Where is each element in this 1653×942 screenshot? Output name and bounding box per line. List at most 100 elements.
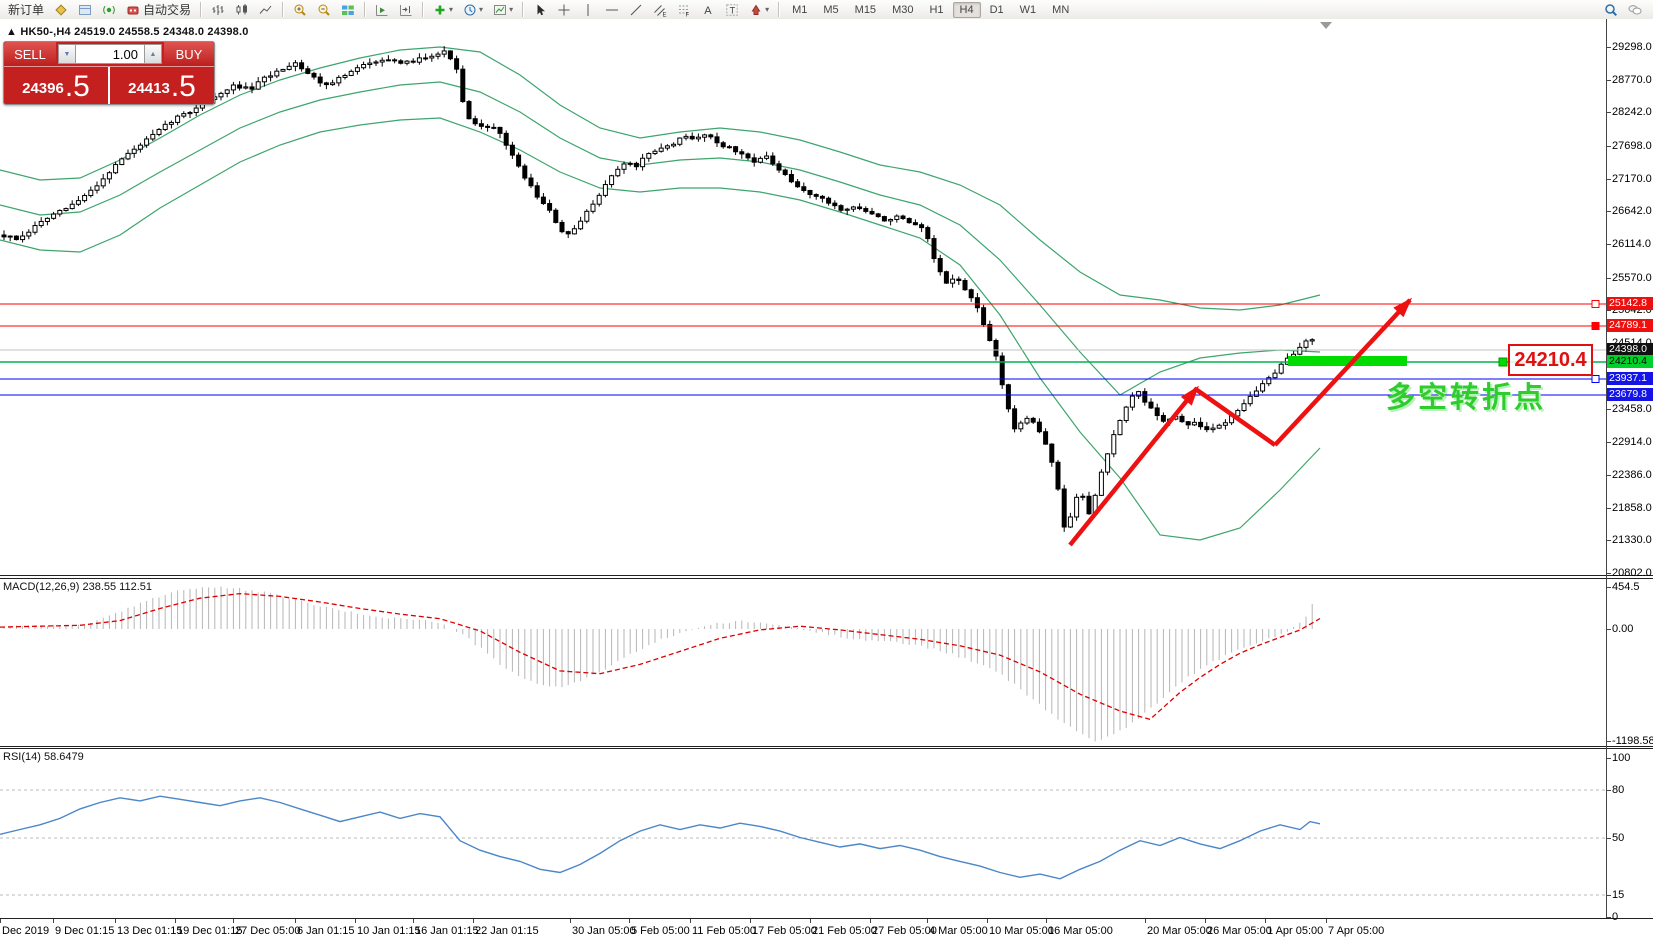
time-tick (233, 919, 234, 923)
time-tick (413, 919, 414, 923)
axis-tick (1606, 80, 1611, 81)
price-tick-label: 27698.0 (1612, 140, 1652, 152)
arrows-icon[interactable]: ▾ (745, 0, 773, 19)
fibonacci-icon[interactable]: F (673, 0, 695, 19)
auto-scroll-icon[interactable] (371, 0, 393, 19)
panel-resize-handle[interactable] (0, 575, 1653, 576)
support-zone[interactable] (1288, 356, 1407, 366)
trend-arrow[interactable] (1068, 386, 1199, 547)
price-level-annotation[interactable]: 24210.4 (1508, 344, 1593, 376)
chart-shift-icon[interactable] (395, 0, 417, 19)
market-depth-icon[interactable] (50, 0, 72, 19)
timeframe-m30[interactable]: M30 (892, 3, 914, 16)
fibonacci-icon: F (677, 3, 691, 17)
market-depth-icon (54, 3, 68, 17)
horizontal-line-icon[interactable] (601, 0, 623, 19)
chevron-down-icon[interactable]: ▾ (765, 5, 770, 14)
price-tag: 25142.8 (1607, 297, 1653, 310)
panel-resize-handle[interactable] (0, 578, 1653, 579)
trendline-icon (629, 3, 643, 17)
crosshair-icon[interactable] (553, 0, 575, 19)
axis-tick (1606, 838, 1611, 839)
chevron-down-icon[interactable]: ▾ (479, 5, 484, 14)
buy-price[interactable]: 24413 .5 (128, 70, 196, 103)
price-tick-label: 29298.0 (1612, 41, 1652, 53)
time-tick (295, 919, 296, 923)
text-icon[interactable]: A (697, 0, 719, 19)
rsi-tick-label: 0 (1612, 911, 1619, 923)
timeframe-d1[interactable]: D1 (989, 3, 1004, 16)
cursor-icon[interactable] (529, 0, 551, 19)
arrows-icon (749, 3, 763, 17)
volume-input[interactable]: 1.00 (76, 44, 144, 64)
periods-icon[interactable]: ▾ (459, 0, 487, 19)
time-tick (355, 919, 356, 923)
time-label: Dec 2019 (2, 925, 50, 937)
signals-icon[interactable] (98, 0, 120, 19)
templates-icon[interactable]: ▾ (489, 0, 517, 19)
buy-button[interactable]: BUY (164, 42, 214, 66)
panel-resize-handle[interactable] (0, 746, 1653, 747)
axis-tick (1606, 278, 1611, 279)
trend-arrow[interactable] (1195, 388, 1277, 447)
time-tick (0, 919, 1, 923)
zoom-out-icon[interactable] (313, 0, 335, 19)
time-label: 1 Apr 05:00 (1267, 925, 1324, 937)
time-tick (115, 919, 116, 923)
axis-tick (1606, 758, 1611, 759)
chevron-down-icon[interactable]: ▾ (449, 5, 454, 14)
time-label: 16 Mar 05:00 (1048, 925, 1113, 937)
timeframe-m15[interactable]: M15 (854, 3, 877, 16)
new-order-button[interactable]: 新订单 (1, 0, 48, 19)
sell-button[interactable]: SELL (4, 42, 56, 66)
chart-shift-marker[interactable] (1320, 22, 1332, 29)
rsi-panel[interactable] (0, 750, 1606, 919)
volume-up-button[interactable]: ▲ (144, 44, 162, 64)
volume-down-button[interactable]: ▼ (58, 44, 76, 64)
axis-tick (1606, 47, 1611, 48)
axis-tick (1606, 917, 1611, 918)
data-window-icon[interactable] (74, 0, 96, 19)
timeframe-m5[interactable]: M5 (823, 3, 839, 16)
trendline-icon[interactable] (625, 0, 647, 19)
search-icon[interactable] (1600, 0, 1622, 19)
line-chart-icon[interactable] (255, 0, 277, 19)
price-tick-label: 28770.0 (1612, 74, 1652, 86)
bollinger-middle (0, 81, 1321, 396)
svg-text:E: E (663, 12, 667, 17)
timeframe-mn[interactable]: MN (1052, 3, 1070, 16)
timeframe-w1[interactable]: W1 (1019, 3, 1037, 16)
time-axis[interactable]: Dec 2019 9 Dec 01:15 13 Dec 01:15 19 Dec 01… (0, 918, 1653, 942)
candlestick-chart-icon[interactable] (231, 0, 253, 19)
macd-panel[interactable] (0, 579, 1606, 746)
zoom-in-icon[interactable] (289, 0, 311, 19)
equidistant-channel-icon: E (653, 3, 667, 17)
chat-icon[interactable] (1624, 0, 1646, 19)
timeframe-h1[interactable]: H1 (929, 3, 944, 16)
panel-resize-handle[interactable] (0, 748, 1653, 749)
text-label-icon[interactable]: T (721, 0, 743, 19)
time-tick (1145, 919, 1146, 923)
vertical-line-icon[interactable] (577, 0, 599, 19)
panel-collapse-icon[interactable]: ▲ (6, 26, 18, 38)
timeframe-h4[interactable]: H4 (952, 1, 981, 18)
main-chart[interactable] (0, 19, 1606, 579)
chevron-down-icon[interactable]: ▾ (509, 5, 514, 14)
sell-price[interactable]: 24396 .5 (4, 67, 110, 104)
add-indicator-icon[interactable]: ▾ (429, 0, 457, 19)
time-label: 20 Mar 05:00 (1147, 925, 1212, 937)
equidistant-channel-icon[interactable]: E (649, 0, 671, 19)
turning-point-annotation[interactable]: 多空转折点 (1386, 382, 1547, 414)
time-label: 27 Feb 05:00 (872, 925, 937, 937)
templates-icon (493, 3, 507, 17)
tile-windows-icon[interactable] (337, 0, 359, 19)
timeframe-m1[interactable]: M1 (792, 3, 808, 16)
line-chart-icon (259, 3, 273, 17)
auto-trading-button[interactable]: 自动交易 (122, 0, 195, 19)
bar-chart-icon[interactable] (207, 0, 229, 19)
axis-tick (1606, 409, 1611, 410)
trend-arrow[interactable] (1273, 298, 1412, 447)
chart-window[interactable]: ▲ HK50-,H4 24519.0 24558.5 24348.0 24398… (0, 19, 1653, 942)
tile-windows-icon (341, 3, 355, 17)
